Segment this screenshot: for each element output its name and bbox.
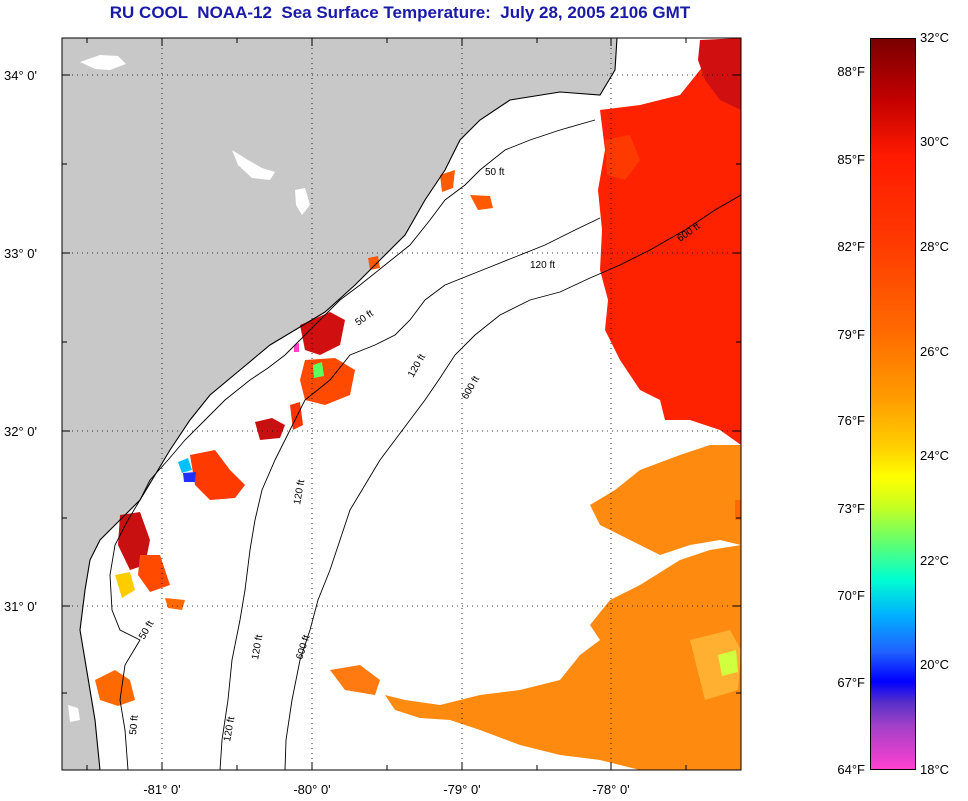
lon-label-80: -80° 0'	[293, 782, 330, 797]
sst-orange-region	[330, 445, 741, 770]
lon-label-78: -78° 0'	[592, 782, 629, 797]
coastline	[79, 37, 618, 771]
contour-label-120ft-north: 120 ft	[530, 260, 555, 271]
lat-label-34: 34° 0'	[4, 68, 37, 83]
temperature-color-bar	[870, 38, 916, 770]
cloud-patches	[68, 55, 310, 722]
colorbar-f-88: 88°F	[837, 64, 865, 79]
isobaths	[109, 119, 742, 771]
map-title: RU COOL NOAA-12 Sea Surface Temperature:…	[109, 3, 691, 22]
contour-label-50ft-far-south: 50 ft	[128, 715, 141, 736]
land-area	[62, 38, 617, 770]
colorbar-c-20: 20°C	[920, 657, 950, 672]
colorbar-f-64: 64°F	[837, 762, 865, 777]
contour-label-50ft-north: 50 ft	[485, 167, 505, 178]
colorbar-c-26: 26°C	[920, 344, 950, 359]
colorbar-c-32: 32°C	[920, 30, 950, 45]
colorbar-c-24: 24°C	[920, 448, 950, 463]
colorbar-f-67: 67°F	[837, 675, 865, 690]
contour-label-120ft-bottom: 120 ft	[222, 716, 237, 743]
colorbar-f-70: 70°F	[837, 588, 865, 603]
colorbar-f-76: 76°F	[837, 413, 865, 428]
colorbar-f-73: 73°F	[837, 501, 865, 516]
graticule	[62, 38, 741, 770]
lat-label-31: 31° 0'	[4, 599, 37, 614]
map-frame	[61, 37, 742, 771]
colorbar-c-18: 18°C	[920, 762, 950, 777]
colorbar-c-28: 28°C	[920, 239, 950, 254]
colorbar-c-30: 30°C	[920, 134, 950, 149]
contour-label-120ft-far-south: 120 ft	[250, 634, 265, 661]
colorbar-f-82: 82°F	[837, 239, 865, 254]
contour-50ft	[109, 119, 596, 771]
axis-ticks	[62, 38, 741, 770]
contour-label-120ft-south: 120 ft	[292, 479, 307, 506]
contour-120ft	[219, 217, 601, 771]
colorbar-f-85: 85°F	[837, 152, 865, 167]
lat-label-33: 33° 0'	[4, 246, 37, 261]
colorbar-c-22: 22°C	[920, 553, 950, 568]
contour-600ft	[284, 194, 742, 771]
lat-label-32: 32° 0'	[4, 424, 37, 439]
lon-label-79: -79° 0'	[443, 782, 480, 797]
colorbar-f-79: 79°F	[837, 327, 865, 342]
sst-warm-region	[598, 38, 741, 445]
lon-label-81: -81° 0'	[143, 782, 180, 797]
sst-nearshore-patches	[95, 170, 493, 706]
